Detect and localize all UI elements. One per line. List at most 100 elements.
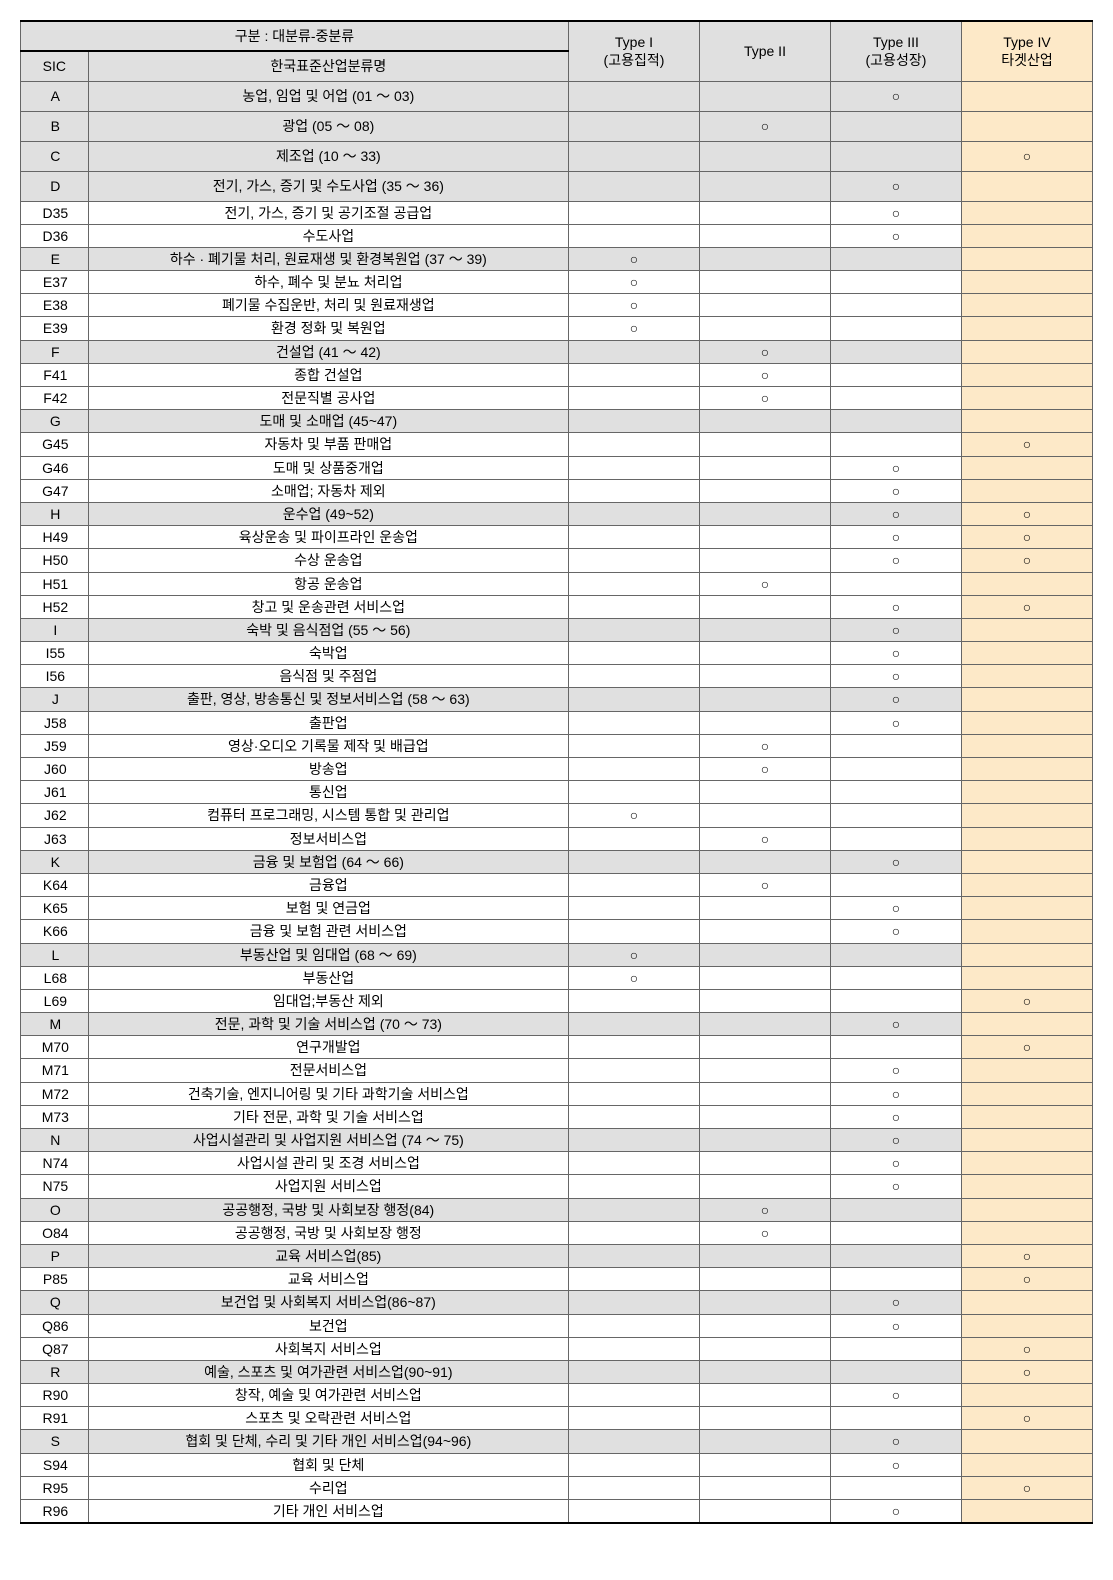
cell-name: 컴퓨터 프로그래밍, 시스템 통합 및 관리업 [88, 804, 568, 827]
cell-t2 [699, 711, 830, 734]
cell-t2 [699, 317, 830, 340]
cell-t2 [699, 1013, 830, 1036]
cell-t1 [568, 201, 699, 224]
cell-t3 [830, 873, 961, 896]
cell-name: 하수, 폐수 및 분뇨 처리업 [88, 271, 568, 294]
circle-icon: ○ [1023, 599, 1031, 615]
cell-t2 [699, 943, 830, 966]
cell-sic: N74 [21, 1152, 89, 1175]
table-row: L68부동산업○ [21, 966, 1093, 989]
cell-sic: S94 [21, 1453, 89, 1476]
cell-t4: ○ [961, 1337, 1092, 1360]
cell-t3: ○ [830, 665, 961, 688]
cell-sic: J61 [21, 781, 89, 804]
cell-t4 [961, 1129, 1092, 1152]
cell-name: 종합 건설업 [88, 363, 568, 386]
cell-name: 자동차 및 부품 판매업 [88, 433, 568, 456]
cell-sic: R91 [21, 1407, 89, 1430]
header-sic: SIC [21, 51, 89, 81]
cell-name: 전문, 과학 및 기술 서비스업 (70 ～ 73) [88, 1013, 568, 1036]
cell-t1: ○ [568, 294, 699, 317]
cell-t3: ○ [830, 1314, 961, 1337]
cell-name: 출판업 [88, 711, 568, 734]
cell-t4 [961, 1198, 1092, 1221]
cell-t3: ○ [830, 526, 961, 549]
cell-t3: ○ [830, 224, 961, 247]
cell-sic: S [21, 1430, 89, 1453]
circle-icon: ○ [630, 297, 638, 313]
cell-t4 [961, 171, 1092, 201]
cell-t2 [699, 479, 830, 502]
cell-name: 전기, 가스, 증기 및 공기조절 공급업 [88, 201, 568, 224]
cell-sic: Q86 [21, 1314, 89, 1337]
cell-name: 보험 및 연금업 [88, 897, 568, 920]
cell-t4 [961, 572, 1092, 595]
table-row: N75사업지원 서비스업○ [21, 1175, 1093, 1198]
cell-name: 교육 서비스업(85) [88, 1244, 568, 1267]
cell-sic: J63 [21, 827, 89, 850]
cell-t4 [961, 1059, 1092, 1082]
circle-icon: ○ [892, 1318, 900, 1334]
circle-icon: ○ [761, 738, 769, 754]
cell-t4 [961, 1314, 1092, 1337]
cell-sic: K [21, 850, 89, 873]
cell-t2 [699, 966, 830, 989]
cell-t2 [699, 456, 830, 479]
cell-t4 [961, 804, 1092, 827]
cell-t4 [961, 1384, 1092, 1407]
cell-t4 [961, 1453, 1092, 1476]
cell-t4 [961, 363, 1092, 386]
cell-t2 [699, 989, 830, 1012]
cell-sic: O84 [21, 1221, 89, 1244]
cell-t3 [830, 363, 961, 386]
cell-t1 [568, 549, 699, 572]
cell-t3: ○ [830, 1059, 961, 1082]
cell-t3: ○ [830, 456, 961, 479]
cell-t4 [961, 1105, 1092, 1128]
cell-name: 광업 (05 ～ 08) [88, 111, 568, 141]
cell-t2 [699, 1059, 830, 1082]
circle-icon: ○ [892, 715, 900, 731]
cell-sic: D [21, 171, 89, 201]
cell-t1 [568, 1244, 699, 1267]
cell-t1 [568, 1291, 699, 1314]
cell-name: 공공행정, 국방 및 사회보장 행정 [88, 1221, 568, 1244]
cell-sic: F [21, 340, 89, 363]
cell-t2 [699, 1453, 830, 1476]
cell-t2: ○ [699, 340, 830, 363]
cell-t2: ○ [699, 827, 830, 850]
table-row: A농업, 임업 및 어업 (01 ～ 03)○ [21, 81, 1093, 111]
cell-sic: L69 [21, 989, 89, 1012]
header-type1-b: (고용집적) [604, 52, 665, 68]
cell-t3 [830, 572, 961, 595]
cell-t2 [699, 1129, 830, 1152]
cell-t4 [961, 688, 1092, 711]
cell-t2 [699, 804, 830, 827]
table-row: L69임대업;부동산 제외○ [21, 989, 1093, 1012]
cell-t4 [961, 294, 1092, 317]
cell-t4 [961, 827, 1092, 850]
table-row: J59영상·오디오 기록물 제작 및 배급업○ [21, 734, 1093, 757]
cell-sic: G47 [21, 479, 89, 502]
cell-sic: A [21, 81, 89, 111]
cell-t2 [699, 1384, 830, 1407]
cell-name: 기타 전문, 과학 및 기술 서비스업 [88, 1105, 568, 1128]
cell-t3 [830, 387, 961, 410]
cell-t4: ○ [961, 433, 1092, 456]
table-row: H49육상운송 및 파이프라인 운송업○○ [21, 526, 1093, 549]
table-row: K64금융업○ [21, 873, 1093, 896]
cell-sic: R [21, 1360, 89, 1383]
cell-t2 [699, 433, 830, 456]
cell-t1 [568, 1314, 699, 1337]
cell-t4: ○ [961, 549, 1092, 572]
header-name: 한국표준산업분류명 [88, 51, 568, 81]
circle-icon: ○ [761, 344, 769, 360]
cell-t3: ○ [830, 642, 961, 665]
cell-t4 [961, 897, 1092, 920]
table-row: J60방송업○ [21, 758, 1093, 781]
cell-sic: E [21, 247, 89, 270]
cell-t1 [568, 111, 699, 141]
cell-name: 환경 정화 및 복원업 [88, 317, 568, 340]
table-row: F건설업 (41 ～ 42)○ [21, 340, 1093, 363]
cell-t4 [961, 1221, 1092, 1244]
